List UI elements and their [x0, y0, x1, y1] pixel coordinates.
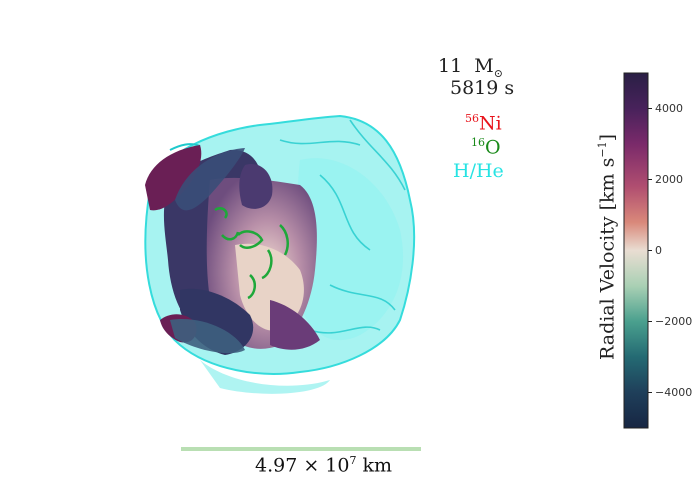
legend-hydrogen-helium: H/He [453, 160, 504, 182]
colorbar-tick-label: 2000 [655, 172, 683, 186]
simulation-time: 5819 s [450, 77, 515, 99]
scale-bar-label: 4.97 × 107 km [255, 454, 393, 477]
progenitor-mass: 11 M⊙ [438, 55, 503, 80]
colorbar-tick-label: −4000 [655, 385, 693, 399]
colorbar-tick-label: 0 [655, 243, 662, 257]
colorbar-tick-label: −2000 [655, 314, 693, 328]
colorbar-label: Radial Velocity [km s−1] [596, 134, 619, 360]
oxygen-filaments [214, 207, 289, 300]
legend-oxygen-16: 16O [471, 136, 501, 159]
colorbar-tick-label: 4000 [655, 101, 683, 115]
colorbar [623, 72, 652, 429]
inner-ejecta [163, 149, 320, 355]
legend-nickel-56: 56Ni [465, 112, 502, 135]
scale-bar [181, 447, 421, 451]
outer-high-velocity-ejecta [145, 145, 245, 354]
